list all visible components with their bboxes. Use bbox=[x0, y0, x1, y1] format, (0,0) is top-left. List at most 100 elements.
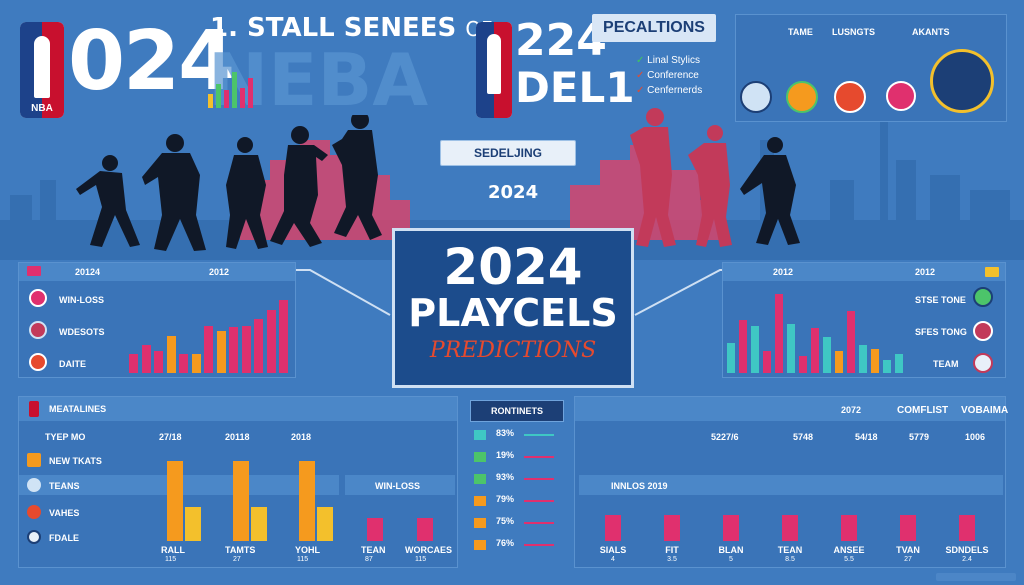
heat-logo-icon[interactable] bbox=[834, 81, 866, 113]
list-item: 76% bbox=[474, 538, 564, 552]
bottom-left-panel: MEATALINES TYEP MO NEW TKATS TEANS VAHES… bbox=[18, 396, 458, 568]
wizards-logo-icon[interactable] bbox=[886, 81, 916, 111]
br-col-label: FIT bbox=[665, 545, 679, 555]
predictions-legend: ✓ Linal Stylics ✓ Conference ✓ Cenferner… bbox=[636, 53, 702, 98]
chart-bar bbox=[185, 507, 201, 541]
swatch bbox=[474, 496, 486, 506]
chart-bar bbox=[841, 515, 857, 541]
check-icon: ✓ bbox=[636, 85, 645, 96]
suns-logo-icon[interactable] bbox=[786, 81, 818, 113]
team-badge-icon bbox=[27, 505, 41, 519]
list-line bbox=[524, 500, 554, 502]
br-col-label: TEAN bbox=[777, 545, 803, 555]
legend-label: Cenfernerds bbox=[647, 85, 703, 96]
chart-bar bbox=[154, 351, 163, 373]
list-item-pct: 75% bbox=[496, 516, 515, 526]
swatch bbox=[474, 474, 486, 484]
bottom-left-row: FDALE bbox=[49, 533, 79, 543]
player-silhouettes-right bbox=[630, 108, 800, 247]
col-bottom-label: RALL bbox=[161, 545, 185, 555]
teams-header-1: TAME bbox=[788, 27, 813, 37]
chart-bar bbox=[959, 515, 975, 541]
col-bottom-label: YOHL bbox=[295, 545, 321, 555]
chart-bar bbox=[367, 518, 383, 541]
check-icon: ✓ bbox=[636, 55, 645, 66]
chart-bar bbox=[727, 343, 735, 373]
team-t-icon bbox=[27, 453, 41, 467]
team-badge-icon bbox=[27, 530, 41, 544]
chart-bar bbox=[605, 515, 621, 541]
row-icon-flag bbox=[29, 289, 47, 307]
list-line bbox=[524, 544, 554, 546]
br-value: 1006 bbox=[965, 432, 986, 442]
bottom-left-row: VAHES bbox=[49, 508, 80, 518]
col-head: 20118 bbox=[225, 432, 250, 442]
center-title-line2: PLAYCELS bbox=[408, 291, 618, 335]
pacers-logo-icon[interactable] bbox=[930, 49, 994, 113]
winloss-strip bbox=[345, 475, 455, 495]
chart-bar bbox=[229, 327, 238, 373]
team-badge-icon bbox=[973, 287, 993, 307]
chart-bar bbox=[166, 336, 176, 373]
right-header-col-2: 2012 bbox=[915, 267, 936, 277]
br-col-label: SDNDELS bbox=[945, 545, 989, 555]
left-row-label: DAITE bbox=[59, 359, 86, 369]
list-item: 79% bbox=[474, 494, 564, 508]
flag-icon bbox=[985, 267, 999, 277]
swatch bbox=[474, 452, 486, 462]
hornets-logo-icon[interactable] bbox=[740, 81, 772, 113]
chart-bar bbox=[141, 345, 151, 373]
chart-bar bbox=[895, 354, 903, 373]
middle-list-panel: RONTINETS 83% 19% 93% 79% 75% 76% bbox=[470, 400, 564, 560]
chart-bar bbox=[739, 320, 747, 373]
left-row-label: WDESOTS bbox=[59, 327, 105, 337]
chart-bar bbox=[775, 294, 783, 373]
br-col-sub: 27 bbox=[904, 556, 912, 563]
winloss-bar-chart bbox=[355, 501, 451, 541]
br-col-sub: 8.5 bbox=[785, 556, 795, 563]
team-badge-icon bbox=[973, 321, 993, 341]
list-line bbox=[524, 456, 554, 458]
bottom-left-title: MEATALINES bbox=[49, 404, 107, 414]
check-icon: ✓ bbox=[636, 70, 645, 81]
bottom-right-labels: SIALS 4 FIT 3.5 BLAN 5 TEAN 8.5 ANSEE 5.5 TVAN 27 SD… bbox=[589, 545, 999, 567]
swatch bbox=[474, 518, 486, 528]
br-header: COMFLIST bbox=[897, 405, 949, 416]
br-value: 5748 bbox=[793, 432, 814, 442]
br-col-sub: 4 bbox=[611, 556, 615, 563]
bottom-left-row: TEANS bbox=[49, 481, 80, 491]
br-col-label: SIALS bbox=[599, 545, 627, 555]
bottom-right-header-strip bbox=[575, 397, 1005, 421]
team-badge-icon bbox=[27, 478, 41, 492]
predictions-title-box: PECALTIONS bbox=[592, 14, 716, 42]
br-value: 5227/6 bbox=[711, 432, 739, 442]
col-bottom-label: TAMTS bbox=[225, 545, 256, 555]
sedeling-button[interactable]: SEDELJING bbox=[440, 140, 576, 166]
nba-logo-left: NBA bbox=[20, 22, 64, 118]
chart-bar bbox=[782, 515, 798, 541]
right-row-label: STSE TONE bbox=[915, 295, 966, 305]
col-sub-label: 27 bbox=[233, 556, 241, 563]
center-title-line1: 2024 bbox=[443, 238, 583, 296]
chart-bar bbox=[763, 351, 771, 373]
list-item-pct: 76% bbox=[496, 538, 515, 548]
left-row-label: WIN-LOSS bbox=[59, 295, 104, 305]
row-icon-team-badge bbox=[29, 353, 47, 371]
bottom-left-row: TYEP MO bbox=[45, 432, 86, 442]
col-sub-label: 115 bbox=[165, 556, 177, 563]
chart-bar bbox=[233, 461, 249, 541]
player-silhouettes bbox=[76, 115, 382, 251]
bottom-left-row: NEW TKATS bbox=[49, 456, 102, 466]
year-right-top: 224 bbox=[515, 15, 607, 66]
chart-bar bbox=[871, 349, 879, 373]
chart-bar bbox=[723, 515, 739, 541]
sedeling-button-label: SEDELJING bbox=[473, 146, 542, 160]
right-row-label: SFES TONG bbox=[915, 327, 967, 337]
chart-bar bbox=[204, 326, 213, 373]
chart-bar bbox=[251, 507, 267, 541]
nba-mini-logo-icon bbox=[29, 401, 39, 417]
nba-logo-right bbox=[476, 22, 512, 118]
year-right-bottom: DEL1 bbox=[515, 63, 635, 112]
col-head: 27/18 bbox=[159, 432, 182, 442]
list-item-pct: 79% bbox=[496, 494, 515, 504]
